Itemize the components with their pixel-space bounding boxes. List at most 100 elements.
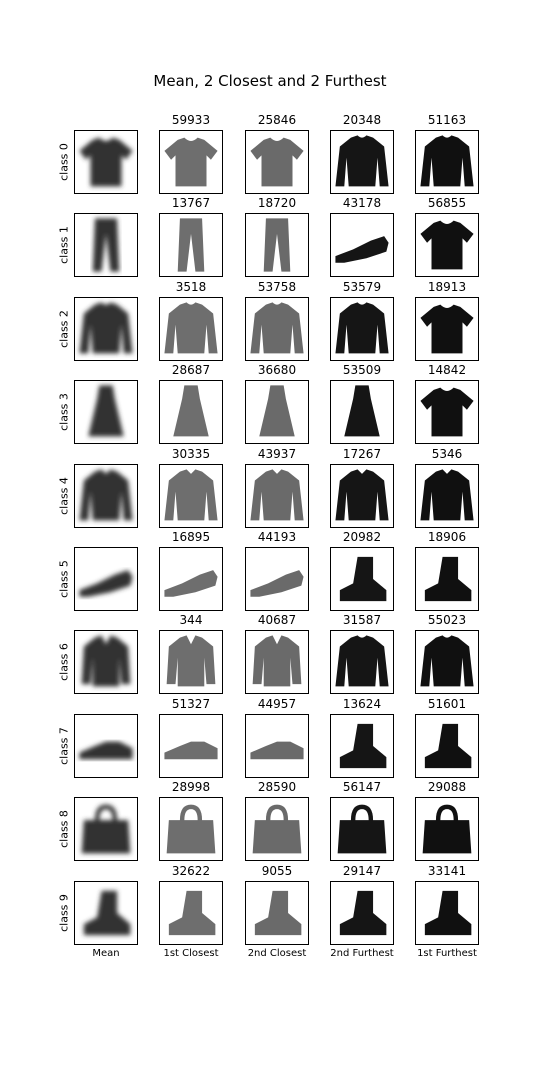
mean-image-class-7 bbox=[74, 714, 138, 778]
sample-image-13624-glyph bbox=[339, 723, 387, 769]
sample-image-53509 bbox=[330, 380, 394, 444]
mean-image-class-4-glyph bbox=[79, 469, 133, 521]
column-label: 2nd Closest bbox=[247, 948, 307, 959]
row-label: class 1 bbox=[57, 226, 71, 264]
sample-id-label: 59933 bbox=[171, 113, 211, 127]
sample-image-33141 bbox=[415, 881, 479, 945]
sample-image-3518-shape bbox=[164, 302, 218, 354]
sample-image-18906 bbox=[415, 547, 479, 611]
sample-image-18720-shape bbox=[263, 218, 291, 272]
sample-image-18906-shape bbox=[424, 556, 472, 602]
sample-id-label: 51163 bbox=[427, 113, 467, 127]
sample-id-label: 20348 bbox=[342, 113, 382, 127]
sample-image-25846-glyph bbox=[250, 137, 304, 187]
sample-image-20982 bbox=[330, 547, 394, 611]
sample-image-51601-glyph bbox=[424, 723, 472, 769]
sample-image-344-shape bbox=[166, 635, 216, 687]
sample-image-28998 bbox=[159, 797, 223, 861]
sample-image-53758-shape bbox=[250, 302, 304, 354]
row-label: class 9 bbox=[57, 894, 71, 932]
sample-id-label: 44193 bbox=[257, 530, 297, 544]
mean-image-class-7-glyph bbox=[79, 741, 133, 760]
sample-id-label: 51601 bbox=[427, 697, 467, 711]
sample-image-53758 bbox=[245, 297, 309, 361]
row-label: class 0 bbox=[57, 143, 71, 181]
sample-image-20982-glyph bbox=[339, 556, 387, 602]
sample-id-label: 20982 bbox=[342, 530, 382, 544]
mean-image-class-8-shape bbox=[81, 804, 131, 854]
sample-id-label: 16895 bbox=[171, 530, 211, 544]
sample-image-40687-glyph bbox=[252, 635, 302, 687]
sample-image-30335-shape bbox=[164, 469, 218, 521]
sample-image-30335-glyph bbox=[164, 469, 218, 521]
sample-image-56855-shape bbox=[420, 220, 474, 270]
sample-id-label: 53509 bbox=[342, 363, 382, 377]
sample-image-51163-shape bbox=[420, 135, 474, 187]
sample-image-14842 bbox=[415, 380, 479, 444]
sample-image-55023-glyph bbox=[420, 635, 474, 687]
sample-id-label: 18720 bbox=[257, 196, 297, 210]
sample-image-30335 bbox=[159, 464, 223, 528]
sample-id-label: 40687 bbox=[257, 613, 297, 627]
sample-image-14842-shape bbox=[420, 387, 474, 437]
sample-image-44957-glyph bbox=[250, 741, 304, 760]
sample-image-14842-glyph bbox=[420, 387, 474, 437]
sample-image-36680 bbox=[245, 380, 309, 444]
sample-image-16895-glyph bbox=[164, 570, 218, 597]
sample-id-label: 29088 bbox=[427, 780, 467, 794]
sample-image-20982-shape bbox=[339, 556, 387, 602]
sample-image-44193-shape bbox=[250, 570, 304, 597]
mean-image-class-7-shape bbox=[79, 741, 133, 760]
sample-image-53509-glyph bbox=[344, 385, 380, 437]
sample-image-55023 bbox=[415, 630, 479, 694]
sample-image-3518-glyph bbox=[164, 302, 218, 354]
sample-image-18913 bbox=[415, 297, 479, 361]
sample-image-18720 bbox=[245, 213, 309, 277]
mean-image-class-4 bbox=[74, 464, 138, 528]
sample-image-51327-glyph bbox=[164, 741, 218, 760]
sample-image-9055-shape bbox=[254, 890, 302, 936]
sample-image-36680-glyph bbox=[259, 385, 295, 437]
sample-id-label: 32622 bbox=[171, 864, 211, 878]
sample-image-51163 bbox=[415, 130, 479, 194]
sample-id-label: 18906 bbox=[427, 530, 467, 544]
sample-image-28687 bbox=[159, 380, 223, 444]
sample-id-label: 43937 bbox=[257, 447, 297, 461]
sample-image-53758-glyph bbox=[250, 302, 304, 354]
mean-image-class-1 bbox=[74, 213, 138, 277]
sample-image-44957-shape bbox=[250, 741, 304, 760]
sample-image-59933-shape bbox=[164, 137, 218, 187]
mean-image-class-3-glyph bbox=[88, 385, 124, 437]
sample-id-label: 51327 bbox=[171, 697, 211, 711]
sample-image-3518 bbox=[159, 297, 223, 361]
mean-image-class-1-glyph bbox=[92, 218, 120, 272]
mean-image-class-5 bbox=[74, 547, 138, 611]
column-label: 1st Furthest bbox=[417, 948, 477, 959]
sample-image-43178-glyph bbox=[335, 236, 389, 263]
sample-image-51327-shape bbox=[164, 741, 218, 760]
row-label: class 6 bbox=[57, 643, 71, 681]
mean-image-class-9-shape bbox=[83, 890, 131, 936]
chart-title: Mean, 2 Closest and 2 Furthest bbox=[153, 72, 387, 90]
mean-image-class-0-shape bbox=[79, 137, 133, 187]
sample-image-16895-shape bbox=[164, 570, 218, 597]
sample-image-31587 bbox=[330, 630, 394, 694]
sample-image-32622 bbox=[159, 881, 223, 945]
mean-image-class-2-glyph bbox=[79, 302, 133, 354]
mean-image-class-5-shape bbox=[79, 570, 133, 597]
sample-image-51601-shape bbox=[424, 723, 472, 769]
sample-image-18720-glyph bbox=[263, 218, 291, 272]
sample-image-28590-glyph bbox=[252, 804, 302, 854]
column-label: 1st Closest bbox=[163, 948, 219, 959]
sample-image-53509-shape bbox=[344, 385, 380, 437]
sample-image-25846-shape bbox=[250, 137, 304, 187]
sample-image-44957 bbox=[245, 714, 309, 778]
sample-id-label: 55023 bbox=[427, 613, 467, 627]
sample-id-label: 17267 bbox=[342, 447, 382, 461]
column-label: Mean bbox=[92, 948, 120, 959]
sample-id-label: 14842 bbox=[427, 363, 467, 377]
sample-image-29088 bbox=[415, 797, 479, 861]
mean-image-class-4-shape bbox=[79, 469, 133, 521]
sample-image-28687-glyph bbox=[173, 385, 209, 437]
